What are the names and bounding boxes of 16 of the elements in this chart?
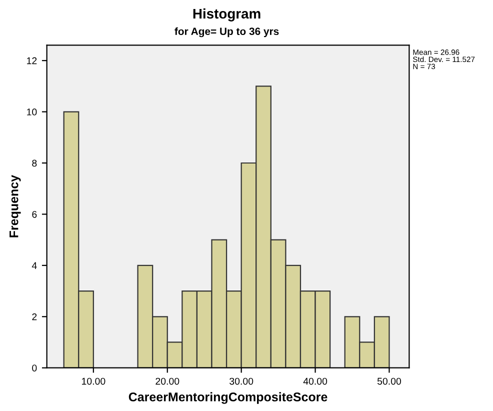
y-tick-label: 12: [27, 57, 37, 64]
x-tick-label: 20.00: [156, 378, 180, 385]
y-tick-label: 2: [32, 313, 37, 320]
chart-subtitle: for Age= Up to 36 yrs: [174, 27, 279, 38]
y-tick-label: 0: [32, 364, 37, 372]
y-tick-label: 8: [32, 160, 37, 167]
x-tick-label: 50.00: [377, 378, 402, 385]
chart-title: Histogram: [193, 8, 260, 22]
y-tick-label: 4: [32, 262, 37, 269]
x-tick-label: 40.00: [303, 378, 328, 385]
x-tick-label: 10.00: [82, 378, 106, 385]
x-axis-title: CareerMentoringCompositeScore: [128, 392, 328, 404]
y-tick-label: 10: [27, 108, 37, 116]
y-tick-label: 6: [32, 210, 37, 218]
y-axis-title: Frequency: [10, 174, 21, 238]
x-tick-label: 30.00: [230, 378, 254, 385]
